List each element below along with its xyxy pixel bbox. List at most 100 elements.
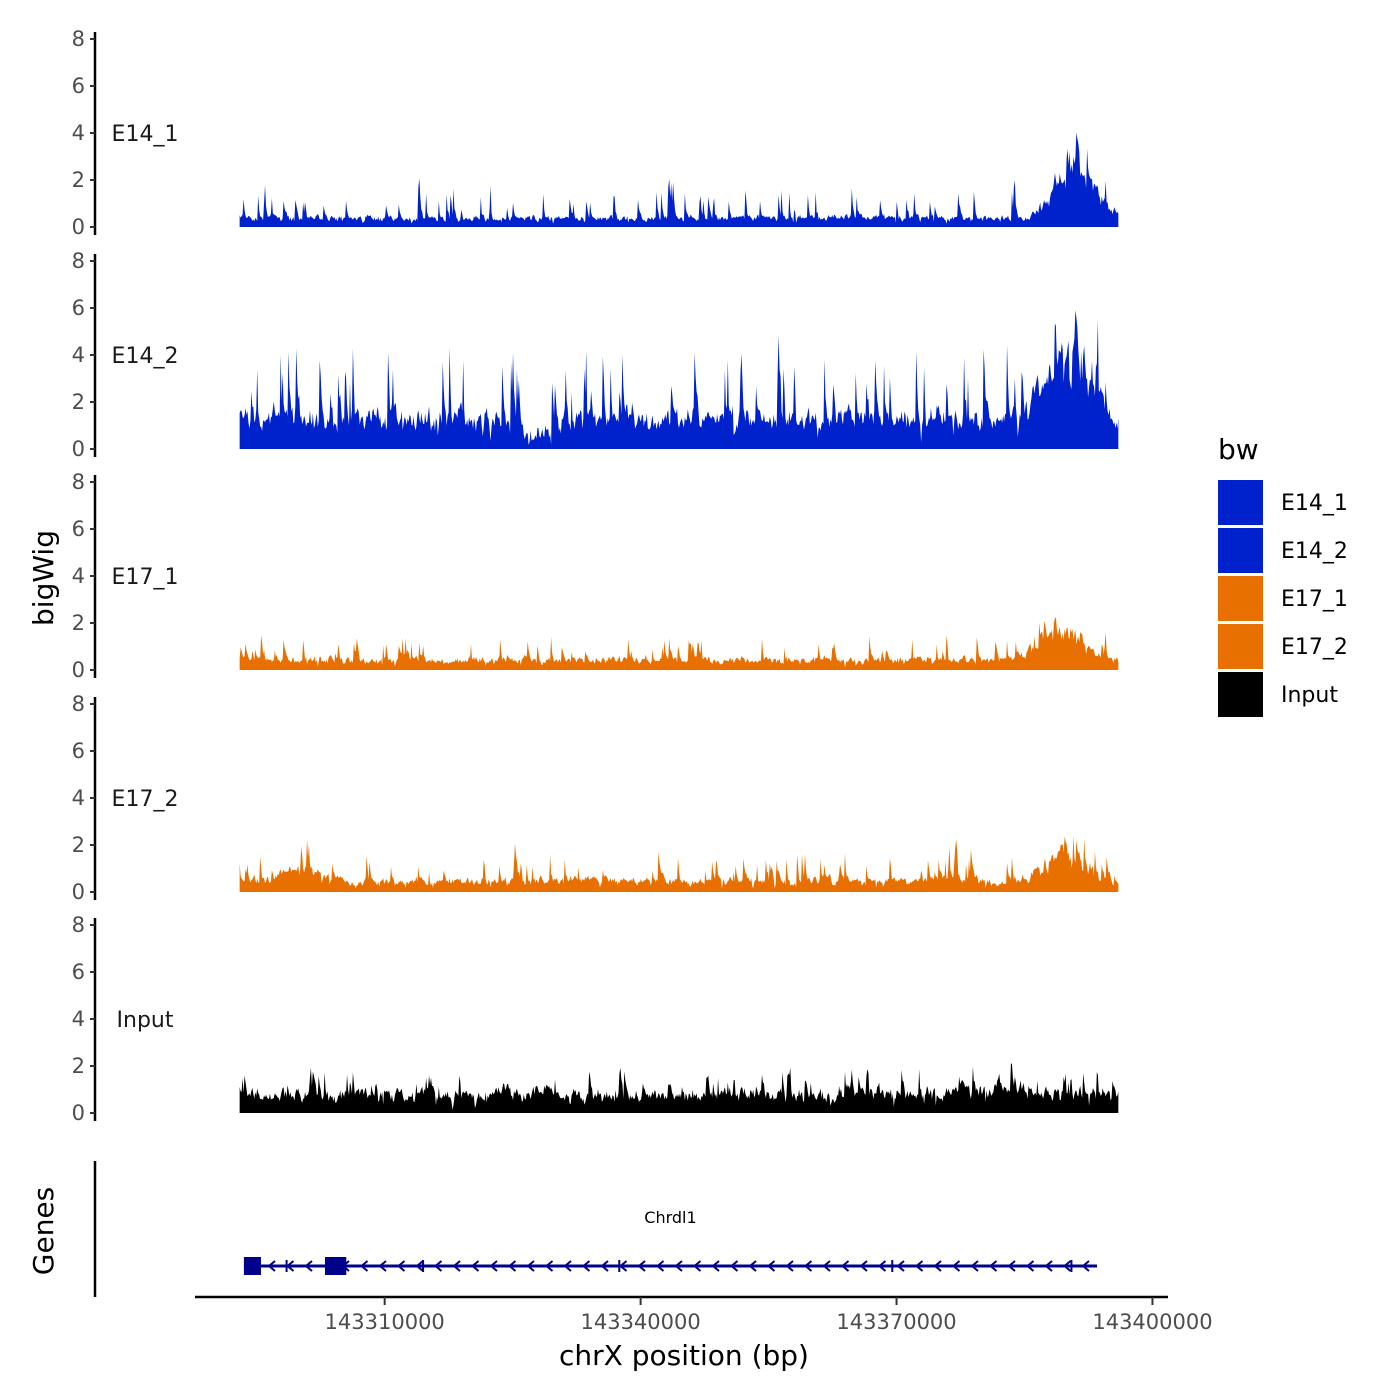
strand-arrow — [470, 1260, 480, 1272]
y-tick-label: 4 — [72, 121, 85, 145]
signal-tracks: 0 2 4 6 8 E14_1 0 2 4 6 8 E14_2 0 2 4 6 8 E17_1 0 2 4 6 8 E17_2… — [72, 27, 1119, 1125]
signal-area-Input — [239, 1063, 1119, 1113]
track-label: E17_2 — [112, 787, 179, 812]
legend-label: E14_1 — [1281, 491, 1348, 516]
y-tick-label: 0 — [72, 215, 85, 239]
track-E14_1: 0 2 4 6 8 E14_1 — [72, 27, 1119, 239]
strand-arrow — [1007, 1260, 1016, 1272]
strand-arrow — [1062, 1260, 1072, 1272]
strand-arrow — [396, 1260, 406, 1272]
y-tick-label: 8 — [72, 470, 85, 494]
track-E17_2: 0 2 4 6 8 E17_2 — [72, 692, 1119, 904]
track-label: E17_1 — [112, 565, 179, 590]
strand-arrow — [637, 1260, 646, 1272]
strand-arrow — [359, 1260, 369, 1272]
y-tick-label: 8 — [72, 249, 85, 273]
y-tick-label: 6 — [72, 739, 85, 763]
strand-arrow — [822, 1260, 831, 1272]
y-tick-label: 8 — [72, 913, 85, 937]
y-tick-label: 2 — [72, 168, 85, 192]
legend-label: Input — [1281, 683, 1338, 708]
strand-arrow — [378, 1260, 387, 1272]
exon-block — [243, 1257, 261, 1275]
strand-arrow — [544, 1260, 554, 1272]
strand-arrow — [267, 1260, 276, 1272]
gene-panel: Chrdl1 — [93, 1161, 1098, 1297]
y-tick-label: 2 — [72, 390, 85, 414]
strand-arrow — [785, 1260, 794, 1272]
track-label: E14_1 — [112, 122, 179, 147]
signal-area-E14_1 — [239, 132, 1119, 227]
legend-swatch-E17_1 — [1218, 576, 1263, 621]
x-axis-title: chrX position (bp) — [559, 1339, 809, 1372]
gene-name-label: Chrdl1 — [644, 1208, 696, 1227]
strand-arrow — [1025, 1260, 1035, 1272]
y-tick-label: 8 — [72, 27, 85, 51]
strand-arrow — [507, 1260, 517, 1272]
y-tick-label: 2 — [72, 1054, 85, 1078]
strand-arrow — [655, 1260, 665, 1272]
legend-swatch-Input — [1218, 672, 1263, 717]
strand-arrow — [600, 1260, 609, 1272]
strand-arrow — [1081, 1260, 1090, 1272]
strand-arrow — [840, 1260, 850, 1272]
strand-arrow — [415, 1260, 424, 1272]
y-tick-label: 6 — [72, 517, 85, 541]
signal-area-E14_2 — [239, 310, 1119, 449]
y-tick-label: 0 — [72, 880, 85, 904]
y-tick-label: 2 — [72, 611, 85, 635]
legend-title: bw — [1218, 433, 1259, 466]
strand-arrow — [711, 1260, 720, 1272]
signal-area-E17_2 — [239, 835, 1119, 892]
legend-label: E14_2 — [1281, 539, 1348, 564]
strand-arrow — [1044, 1260, 1053, 1272]
signal-area-E17_1 — [239, 616, 1119, 670]
track-Input: 0 2 4 6 8 Input — [72, 913, 1119, 1125]
strand-arrow — [526, 1260, 535, 1272]
strand-arrow — [877, 1260, 887, 1272]
strand-arrow — [748, 1260, 757, 1272]
strand-arrow — [766, 1260, 776, 1272]
x-tick-label: 143340000 — [580, 1310, 700, 1334]
strand-arrow — [692, 1260, 702, 1272]
legend-label: E17_1 — [1281, 587, 1348, 612]
strand-arrow — [729, 1260, 739, 1272]
strand-arrow — [970, 1260, 979, 1272]
x-tick-label: 143310000 — [325, 1310, 445, 1334]
y-axis-title: bigWig — [27, 530, 60, 626]
legend-label: E17_2 — [1281, 635, 1348, 660]
y-tick-label: 6 — [72, 296, 85, 320]
track-E14_2: 0 2 4 6 8 E14_2 — [72, 249, 1119, 461]
strand-arrow — [304, 1260, 313, 1272]
y-tick-label: 2 — [72, 833, 85, 857]
strand-arrow — [452, 1260, 461, 1272]
strand-arrow — [933, 1260, 942, 1272]
strand-arrow — [803, 1260, 813, 1272]
strand-arrow — [618, 1260, 628, 1272]
x-tick-label: 143370000 — [836, 1310, 956, 1334]
strand-arrow — [581, 1260, 591, 1272]
y-tick-label: 6 — [72, 960, 85, 984]
legend-swatch-E14_1 — [1218, 480, 1263, 525]
y-tick-label: 4 — [72, 343, 85, 367]
legend-swatch-E14_2 — [1218, 528, 1263, 573]
y-tick-label: 0 — [72, 437, 85, 461]
strand-arrow — [951, 1260, 961, 1272]
strand-arrow — [563, 1260, 572, 1272]
track-E17_1: 0 2 4 6 8 E17_1 — [72, 470, 1119, 682]
legend-swatch-E17_2 — [1218, 624, 1263, 669]
y-tick-label: 4 — [72, 564, 85, 588]
y-tick-label: 4 — [72, 786, 85, 810]
x-axis: 143310000 143340000 143370000 143400000 — [195, 1295, 1213, 1334]
strand-arrow — [896, 1260, 905, 1272]
x-tick-label: 143400000 — [1092, 1310, 1212, 1334]
strand-arrow — [988, 1260, 998, 1272]
track-label: E14_2 — [112, 344, 179, 369]
y-tick-label: 6 — [72, 74, 85, 98]
legend: E14_1 E14_2 E17_1 E17_2 Input — [1218, 480, 1348, 717]
y-tick-label: 4 — [72, 1007, 85, 1031]
strand-arrow — [914, 1260, 924, 1272]
y-tick-label: 8 — [72, 692, 85, 716]
strand-arrow — [674, 1260, 683, 1272]
